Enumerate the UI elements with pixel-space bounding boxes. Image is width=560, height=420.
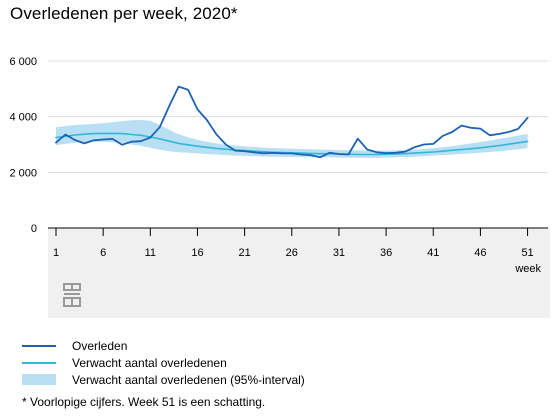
x-tick-label: 1 [53,247,59,259]
cbs-logo-icon [62,282,82,313]
y-tick-labels: 0 2 000 4 000 6 000 [9,56,37,235]
legend-label-expected: Verwacht aantal overledenen [72,355,227,370]
legend-swatch-expected [22,361,56,364]
legend-swatch-band [22,374,56,385]
chart-title: Overledenen per week, 2020* [10,4,238,23]
legend-label-observed: Overleden [72,338,128,353]
legend-item-expected: Verwacht aantal overledenen [22,354,305,371]
footnote: * Voorlopige cijfers. Week 51 is een sch… [22,395,266,409]
x-tick-label: 16 [191,247,203,259]
band-95-interval [56,120,528,158]
y-tick-label: 0 [31,223,37,235]
x-tick-label: 51 [521,247,533,259]
legend-label-band: Verwacht aantal overledenen (95%-interva… [72,372,305,387]
legend-item-observed: Overleden [22,337,305,354]
x-axis-label: week [514,263,541,275]
x-tick-label: 11 [145,247,156,259]
x-tick-label: 46 [474,247,486,259]
plot-background-area [48,228,550,318]
x-tick-labels: 1 6 11 16 21 26 31 36 41 46 51 [53,247,534,259]
legend-swatch-observed [22,344,56,347]
gridlines [48,60,548,173]
x-tick-label: 36 [380,247,392,259]
x-tick-label: 6 [100,247,106,259]
observed-line-layer [55,85,529,159]
axis-layer [48,227,548,236]
legend: Overleden Verwacht aantal overledenen Ve… [22,337,305,388]
observed-deaths-line [55,85,529,159]
legend-item-band: Verwacht aantal overledenen (95%-interva… [22,371,305,388]
x-tick-label: 26 [286,247,298,259]
x-tick-label: 41 [427,247,439,259]
x-tick-label: 31 [333,247,345,259]
band-layer [56,120,528,158]
y-tick-label: 2 000 [9,167,37,179]
y-tick-label: 4 000 [9,112,37,124]
x-tick-label: 21 [239,247,251,259]
y-tick-label: 6 000 [9,56,37,68]
